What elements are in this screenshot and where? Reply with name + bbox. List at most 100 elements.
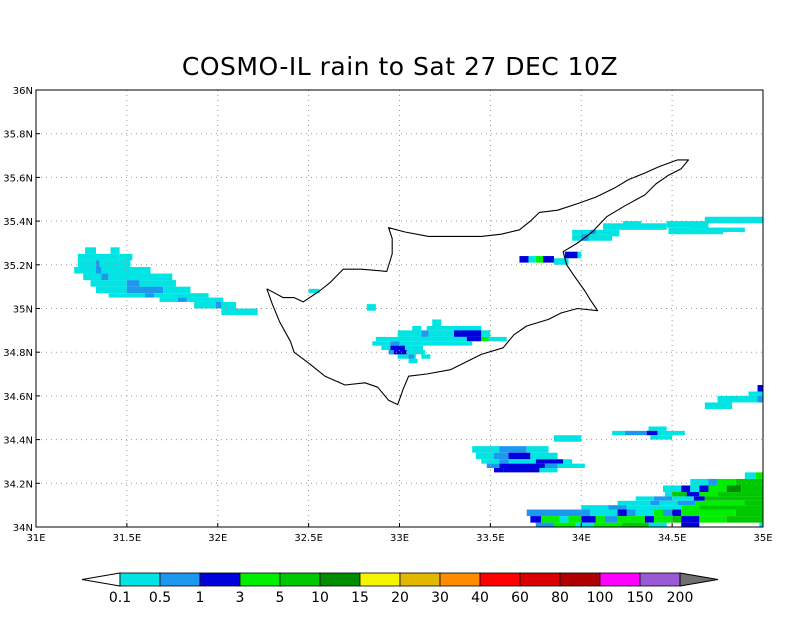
rain-cell — [621, 522, 649, 527]
x-tick-label: 33.5E — [476, 533, 505, 544]
rain-cell — [535, 522, 554, 527]
rain-cell — [366, 304, 376, 311]
x-tick-label: 34E — [572, 533, 591, 544]
rain-cell — [83, 273, 102, 281]
rain-cell — [690, 485, 700, 493]
rain-cell — [672, 509, 682, 517]
colorbar: 0.1 0.5 1 3 5 10 15 20 30 40 60 80 100 150 200 — [81, 572, 719, 606]
rain-cell — [650, 500, 660, 506]
rain-cell — [744, 472, 756, 479]
colorbar-swatch — [399, 572, 441, 587]
colorbar-swatch — [479, 572, 521, 587]
colorbar-swatch — [359, 572, 401, 587]
rain-cell — [494, 452, 509, 460]
rain-cell — [717, 395, 763, 403]
rain-cell — [681, 485, 691, 493]
x-tick-label: 33E — [390, 533, 409, 544]
rain-cell — [708, 485, 727, 493]
rain-cell — [77, 260, 96, 267]
rain-cell — [717, 478, 736, 486]
rain-cell — [119, 253, 133, 261]
rain-cell — [708, 478, 718, 486]
rain-cell — [612, 430, 625, 436]
y-tick-label: 34.2N — [3, 479, 33, 490]
rain-cell — [108, 273, 173, 281]
rain-cell — [644, 516, 654, 523]
rain-cell — [486, 463, 500, 469]
rain-cell — [604, 516, 618, 523]
rain-cell — [221, 301, 236, 309]
rain-cell — [672, 496, 700, 501]
rain-cell — [664, 492, 673, 497]
rain-cell — [499, 446, 527, 453]
rain-cell — [650, 435, 673, 440]
colorbar-swatch — [199, 572, 241, 587]
rain-cell — [686, 492, 700, 497]
rain-cell — [535, 459, 564, 464]
rain-cell — [595, 516, 605, 523]
rain-cell — [390, 345, 405, 351]
y-tick-label: 35N — [13, 305, 33, 316]
rain-cell — [608, 505, 627, 510]
rain-cell — [541, 516, 560, 523]
rain-cell — [432, 319, 442, 326]
rain-cell — [575, 522, 594, 527]
coastline — [266, 159, 690, 406]
colorbar-label: 10 — [311, 590, 329, 606]
rain-cell — [454, 325, 482, 333]
rain-cell — [657, 430, 685, 436]
rain-cell — [617, 500, 651, 506]
colorbar-label: 5 — [276, 590, 285, 606]
rain-cell — [593, 234, 613, 241]
rain-cell — [648, 522, 667, 527]
y-tick-label: 34.8N — [3, 348, 33, 359]
rain-cell — [95, 260, 100, 267]
colorbar-label: 100 — [587, 590, 614, 606]
rain-cell — [426, 325, 455, 331]
rain-cell — [101, 273, 109, 281]
rain-cell — [466, 336, 482, 342]
rain-cell — [699, 509, 736, 517]
rain-cell — [519, 256, 529, 263]
rain-cell — [704, 496, 763, 501]
rain-cell — [85, 247, 96, 254]
rain-cell — [681, 509, 700, 517]
rain-cell — [564, 251, 578, 259]
y-axis-ticks: 34N 34.2N 34.4N 34.6N 34.8N 35N 35.2N 35.4N 35.6… — [3, 86, 40, 534]
rain-cell — [757, 395, 763, 403]
cyprus-coastline — [266, 159, 690, 406]
rain-cell — [663, 509, 673, 517]
rain-cell — [397, 330, 422, 337]
rain-cell — [590, 229, 596, 235]
rain-cell — [677, 500, 696, 506]
rain-cell — [488, 336, 507, 342]
colorbar-under-arrow — [81, 572, 121, 587]
rain-cell — [159, 297, 178, 302]
rain-cell — [666, 221, 709, 228]
rain-cell — [653, 516, 673, 523]
rain-cell — [139, 280, 176, 287]
x-tick-label: 34.5E — [658, 533, 687, 544]
rain-cell — [748, 391, 763, 396]
map-title: COSMO-IL rain to Sat 27 DEC 10Z — [181, 52, 619, 81]
y-tick-label: 35.4N — [3, 217, 33, 228]
rain-cell — [653, 496, 673, 501]
rain-cell — [472, 446, 500, 453]
rain-cell — [503, 468, 540, 473]
rain-cell — [126, 280, 140, 287]
rain-cell — [624, 430, 647, 436]
rain-cell — [608, 229, 620, 237]
rain-cell — [690, 225, 709, 230]
rain-cell — [553, 258, 569, 265]
x-tick-label: 32E — [208, 533, 227, 544]
rain-cell — [646, 430, 658, 436]
rain-cell — [428, 330, 455, 337]
rain-cell — [553, 435, 582, 442]
rain-cell — [126, 286, 164, 294]
rain-cell — [726, 485, 742, 493]
rain-cell — [563, 459, 573, 464]
rain-cell — [699, 516, 727, 523]
rain-cell — [568, 516, 582, 523]
colorbar-swatch — [239, 572, 281, 587]
